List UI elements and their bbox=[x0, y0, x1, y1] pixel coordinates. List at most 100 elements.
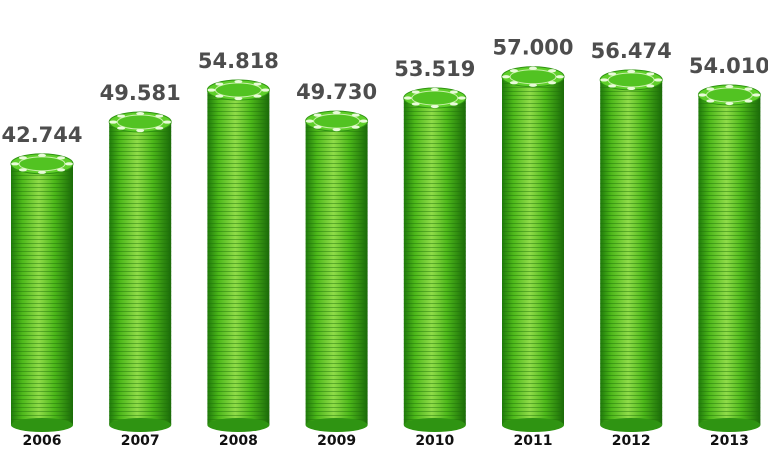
bar-2009 bbox=[305, 110, 369, 432]
chip-edge-mark bbox=[529, 66, 537, 70]
bar-2010 bbox=[403, 87, 467, 432]
chip-edge-mark bbox=[744, 87, 753, 91]
chip-edge-mark bbox=[548, 81, 557, 85]
value-label-2008: 54.818 bbox=[198, 49, 279, 73]
chip-edge-mark bbox=[752, 93, 761, 97]
chip-edge-mark bbox=[744, 99, 753, 103]
chip-edge-mark bbox=[411, 102, 420, 106]
chip-lines bbox=[502, 76, 564, 425]
chip-edge-mark bbox=[261, 88, 270, 92]
chip-edge-mark bbox=[449, 102, 458, 106]
chip-edge-mark bbox=[18, 168, 27, 172]
chip-edge-mark bbox=[351, 113, 360, 117]
chip-edge-mark bbox=[627, 69, 636, 74]
chip-edge-mark bbox=[457, 96, 466, 100]
chip-edge-mark bbox=[313, 125, 322, 129]
chip-edge-mark bbox=[207, 88, 216, 92]
bar-2011 bbox=[501, 66, 565, 432]
chip-edge-mark bbox=[646, 72, 655, 76]
chip-edge-mark bbox=[305, 119, 314, 123]
chip-edge-mark bbox=[332, 111, 341, 115]
chip-edge-mark bbox=[706, 87, 715, 91]
bar-bottom bbox=[502, 418, 564, 432]
bar-bottom bbox=[403, 418, 466, 432]
chip-edge-mark bbox=[698, 93, 707, 97]
x-tick-label-2012: 2012 bbox=[612, 433, 651, 449]
bar-2012 bbox=[599, 69, 663, 432]
chip-edge-mark bbox=[215, 82, 224, 86]
chip-edge-mark bbox=[136, 128, 145, 133]
bar-2006 bbox=[10, 153, 74, 432]
chip-edge-mark bbox=[403, 96, 412, 100]
value-label-2012: 56.474 bbox=[591, 39, 672, 63]
chip-lines bbox=[698, 94, 761, 425]
bar-bottom bbox=[109, 418, 172, 432]
chip-inner-ring bbox=[607, 72, 655, 88]
chip-edge-mark bbox=[529, 83, 537, 87]
bar-2007 bbox=[108, 111, 172, 432]
chip-edge-mark bbox=[548, 69, 557, 73]
bar-2013 bbox=[697, 84, 761, 432]
x-tick-label-2008: 2008 bbox=[219, 433, 258, 449]
bar-bottom bbox=[698, 418, 761, 432]
chip-inner-ring bbox=[509, 69, 557, 85]
chip-edge-mark bbox=[509, 81, 518, 85]
chip-inner-ring bbox=[18, 156, 66, 172]
chip-edge-mark bbox=[117, 114, 126, 118]
bar-bottom bbox=[207, 418, 270, 432]
bar-bottom bbox=[11, 418, 73, 432]
chip-edge-mark bbox=[65, 162, 73, 166]
chip-edge-mark bbox=[18, 156, 27, 160]
chip-edge-mark bbox=[136, 111, 145, 116]
chip-inner-ring bbox=[116, 114, 164, 130]
chip-edge-mark bbox=[706, 99, 715, 103]
chip-edge-mark bbox=[351, 125, 360, 129]
value-label-2013: 54.010 bbox=[689, 54, 768, 78]
chip-edge-mark bbox=[253, 94, 262, 98]
chip-edge-mark bbox=[57, 156, 66, 160]
chip-edge-mark bbox=[253, 82, 262, 86]
chip-edge-mark bbox=[430, 104, 439, 109]
chip-edge-mark bbox=[449, 90, 458, 94]
chip-edge-mark bbox=[654, 78, 663, 82]
x-axis-labels: 2006 2007 2008 2009 2010 2011 2012 2013 bbox=[23, 433, 749, 449]
chip-edge-mark bbox=[725, 84, 734, 89]
chip-edge-mark bbox=[215, 94, 224, 98]
chip-edge-mark bbox=[430, 87, 439, 92]
chip-edge-mark bbox=[627, 86, 636, 91]
chip-edge-mark bbox=[608, 72, 617, 76]
chip-edge-mark bbox=[608, 84, 617, 88]
value-label-2006: 42.744 bbox=[1, 123, 82, 147]
chip-edge-mark bbox=[556, 75, 564, 79]
x-tick-label-2009: 2009 bbox=[317, 433, 356, 449]
chip-inner-ring bbox=[705, 87, 753, 103]
chip-lines bbox=[305, 121, 368, 426]
chip-edge-mark bbox=[332, 128, 341, 132]
value-label-2009: 49.730 bbox=[296, 80, 377, 104]
chip-edge-mark bbox=[38, 153, 46, 157]
chip-lines bbox=[11, 163, 73, 425]
chip-edge-mark bbox=[234, 96, 243, 101]
x-tick-label-2007: 2007 bbox=[121, 433, 160, 449]
chip-inner-ring bbox=[411, 90, 459, 106]
chip-lines bbox=[207, 90, 270, 426]
value-labels-group: 42.744 49.581 54.818 49.730 53.519 57.000 56.4… bbox=[1, 36, 768, 147]
chip-edge-mark bbox=[117, 126, 126, 130]
bar-2008 bbox=[206, 79, 270, 432]
bar-bottom bbox=[305, 418, 368, 432]
chip-inner-ring bbox=[313, 113, 361, 129]
chip-edge-mark bbox=[155, 114, 164, 118]
x-tick-label-2011: 2011 bbox=[514, 433, 553, 449]
value-label-2011: 57.000 bbox=[492, 36, 573, 60]
x-tick-label-2010: 2010 bbox=[415, 433, 454, 449]
chip-lines bbox=[403, 97, 466, 426]
bars-group bbox=[10, 66, 761, 432]
chip-edge-mark bbox=[11, 162, 19, 166]
chip-edge-mark bbox=[646, 84, 655, 88]
chip-edge-mark bbox=[234, 79, 243, 84]
chip-edge-mark bbox=[502, 75, 510, 79]
bar-bottom bbox=[600, 418, 663, 432]
chip-edge-mark bbox=[509, 69, 518, 73]
chip-edge-mark bbox=[163, 120, 172, 124]
